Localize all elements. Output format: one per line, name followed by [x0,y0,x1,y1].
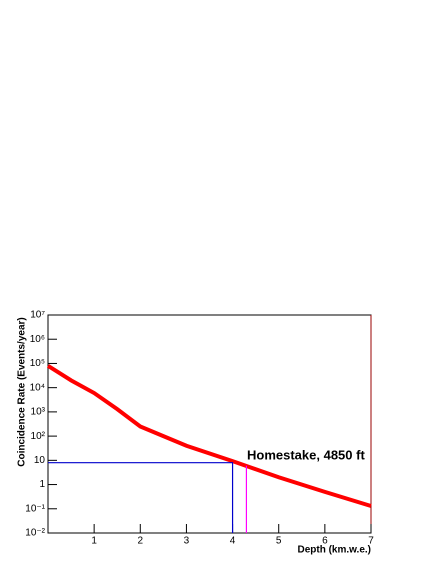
x-tick-label: 3 [184,536,190,547]
plot-frame [47,314,372,534]
y-tick-label: 10⁷ [30,310,45,321]
x-tick-label: 5 [276,536,282,547]
series-line [46,364,372,508]
y-tick-label: 10⁻¹ [25,503,45,514]
y-axis-title: Coincidence Rate (Events/year) [17,317,28,467]
series-line [48,462,234,533]
y-tick-label: 10⁶ [30,334,45,345]
x-tick-label: 2 [138,536,144,547]
x-tick-label: 7 [368,536,374,547]
annotation: Homestake, 4850 ft [247,447,365,462]
y-tick-label: 10⁵ [30,358,45,369]
y-tick-label: 10³ [31,407,46,418]
y-tick-label: 10² [31,431,46,442]
x-axis-title: Depth (km.w.e.) [297,545,371,556]
y-tick-label: 10 [34,455,46,466]
y-tick-label: 1 [39,479,45,490]
x-tick-label: 4 [230,536,236,547]
x-tick-label: 1 [91,536,97,547]
y-tick-label: 10⁴ [30,382,45,393]
y-tick-label: 10⁻² [25,528,45,539]
x-tick-label: 6 [322,536,328,547]
